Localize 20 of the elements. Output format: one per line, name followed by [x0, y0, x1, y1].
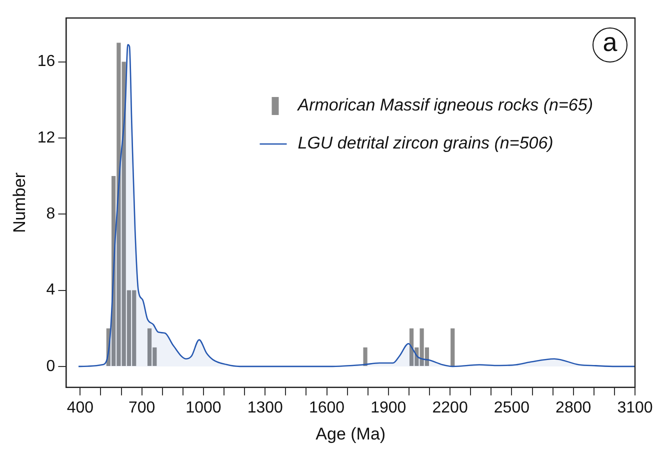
x-tick-label: 1600	[308, 399, 345, 416]
x-tick-label: 1000	[186, 399, 222, 416]
x-tick-label: 700	[128, 399, 156, 416]
x-tick-label: 1900	[370, 399, 406, 416]
y-tick-label: 8	[46, 206, 56, 223]
x-tick-label: 2800	[556, 399, 592, 416]
y-tick-label: 4	[46, 282, 56, 299]
y-tick-label: 0	[46, 358, 56, 375]
annotation: a	[602, 27, 618, 58]
y-axis-title: Number	[10, 172, 29, 233]
x-tick-label: 3100	[617, 399, 653, 416]
x-axis-title: Age (Ma)	[316, 424, 386, 444]
legend-label: LGU detrital zircon grains (n=506)	[298, 134, 554, 153]
x-tick-label: 2200	[432, 399, 468, 416]
legend-label: Armorican Massif igneous rocks (n=65)	[296, 96, 594, 115]
y-tick-label: 12	[37, 129, 56, 146]
y-tick-label: 16	[37, 53, 56, 70]
x-tick-label: 400	[66, 399, 94, 416]
x-tick-label: 1300	[247, 399, 284, 416]
x-tick-label: 2500	[494, 399, 530, 416]
